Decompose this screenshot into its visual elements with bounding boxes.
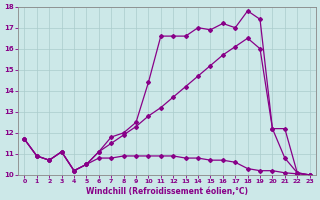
X-axis label: Windchill (Refroidissement éolien,°C): Windchill (Refroidissement éolien,°C)	[86, 187, 248, 196]
